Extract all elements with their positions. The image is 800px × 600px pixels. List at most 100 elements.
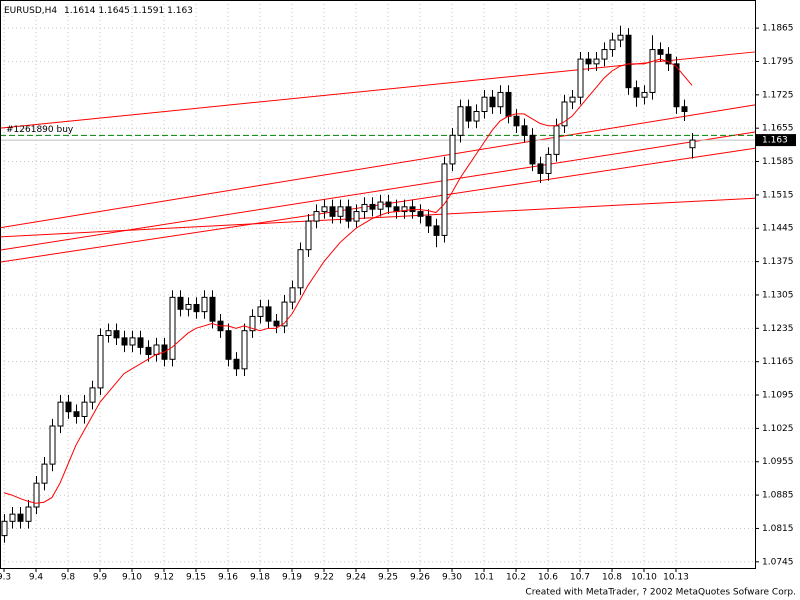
x-tick-label: 9.3 — [0, 573, 11, 583]
candle-body — [1, 520, 8, 537]
x-tick-label: 9.15 — [186, 573, 206, 583]
candle-body — [481, 96, 488, 113]
candle-body — [553, 125, 560, 155]
y-tick-label: 1.1235 — [762, 324, 794, 334]
candle-body — [233, 358, 240, 370]
candle-body — [369, 203, 376, 210]
candle-body — [153, 344, 160, 356]
candle-body — [321, 206, 328, 213]
y-tick-label: 1.1165 — [762, 357, 794, 367]
y-tick-label: 1.0955 — [762, 457, 794, 467]
x-tick-label: 9.12 — [154, 573, 174, 583]
x-tick-label: 9.19 — [282, 573, 302, 583]
footer: Created with MetaTrader, ? 2002 MetaQuot… — [525, 588, 796, 598]
candle-body — [641, 91, 648, 98]
x-tick-label: 10.6 — [538, 573, 558, 583]
candle-body — [473, 111, 480, 122]
symbol: EURUSD,H4 — [4, 6, 57, 16]
x-tick-label: 9.22 — [314, 573, 334, 583]
candle-body — [417, 211, 424, 217]
candle-body — [281, 301, 288, 327]
candle-body — [497, 91, 504, 108]
candle-body — [345, 206, 352, 222]
candle-body — [449, 134, 456, 165]
candle-body — [265, 306, 272, 322]
candle-body — [273, 320, 280, 327]
candle-body — [545, 153, 552, 174]
x-tick-label: 9.16 — [218, 573, 238, 583]
candle-body — [425, 215, 432, 227]
candle-body — [689, 139, 696, 149]
candle-body — [289, 287, 296, 303]
x-tick-label: 9.4 — [29, 573, 44, 583]
candle-body — [657, 49, 664, 55]
candle-body — [17, 513, 24, 522]
candle-body — [57, 401, 64, 427]
price-tag — [756, 134, 796, 147]
x-tick-label: 9.30 — [442, 573, 462, 583]
trend-line — [0, 104, 756, 229]
x-tick-label: 9.25 — [378, 573, 398, 583]
candle-body — [225, 330, 232, 360]
ohlc-high: 1.1645 — [98, 6, 130, 16]
candle-body — [145, 346, 152, 356]
y-tick-label: 1.1585 — [762, 157, 794, 167]
x-tick-label: 9.9 — [93, 573, 108, 583]
plot: #1261890 buy — [0, 25, 756, 543]
candle-body — [257, 306, 264, 317]
candle-body — [593, 58, 600, 65]
candle-body — [377, 201, 384, 210]
candle-body — [297, 249, 304, 289]
candle-body — [185, 303, 192, 310]
candle-body — [401, 206, 408, 213]
ohlc-close: 1.163 — [167, 6, 193, 16]
y-tick-label: 1.1305 — [762, 290, 794, 300]
y-tick-label: 1.0885 — [762, 491, 794, 501]
ohlc-low: 1.1591 — [133, 6, 165, 16]
candle-body — [313, 211, 320, 222]
x-tick-label: 9.26 — [410, 573, 430, 583]
y-tick-label: 1.1865 — [762, 24, 794, 34]
x-tick-label: 10.2 — [506, 573, 526, 583]
x-tick-label: 10.8 — [602, 573, 622, 583]
candle-body — [169, 296, 176, 360]
candle-body — [9, 513, 16, 522]
candle-body — [249, 315, 256, 332]
candle-body — [329, 206, 336, 217]
candle-body — [97, 334, 104, 389]
candle-body — [337, 206, 344, 217]
x-tick-label: 10.1 — [474, 573, 494, 583]
candle-body — [129, 337, 136, 346]
candle-body — [569, 96, 576, 103]
candle-body — [465, 106, 472, 122]
y-tick-label: 1.1375 — [762, 257, 794, 267]
candle-body — [105, 330, 112, 336]
candle-body — [625, 34, 632, 89]
candle-body — [385, 201, 392, 208]
candle-body — [529, 134, 536, 165]
candle-body — [177, 296, 184, 310]
candle-body — [505, 91, 512, 117]
y-tick-label: 1.1445 — [762, 224, 794, 234]
candle-body — [537, 163, 544, 174]
candle-body — [193, 303, 200, 313]
candle-body — [65, 401, 72, 413]
candle-body — [113, 330, 120, 339]
candle-body — [41, 463, 48, 484]
candle-body — [617, 34, 624, 41]
y-tick-label: 1.1725 — [762, 90, 794, 100]
candle-body — [681, 106, 688, 113]
y-tick-label: 1.1655 — [762, 124, 794, 134]
candle-body — [89, 387, 96, 403]
moving-average — [3, 58, 693, 504]
y-tick-label: 1.1515 — [762, 190, 794, 200]
y-tick-label: 1.1795 — [762, 57, 794, 67]
y-tick-label: 1.0815 — [762, 524, 794, 534]
y-tick-label: 1.0745 — [762, 557, 794, 567]
candle-body — [577, 58, 584, 98]
x-tick-label: 9.10 — [122, 573, 142, 583]
candle-body — [49, 425, 56, 465]
candle-body — [521, 125, 528, 136]
